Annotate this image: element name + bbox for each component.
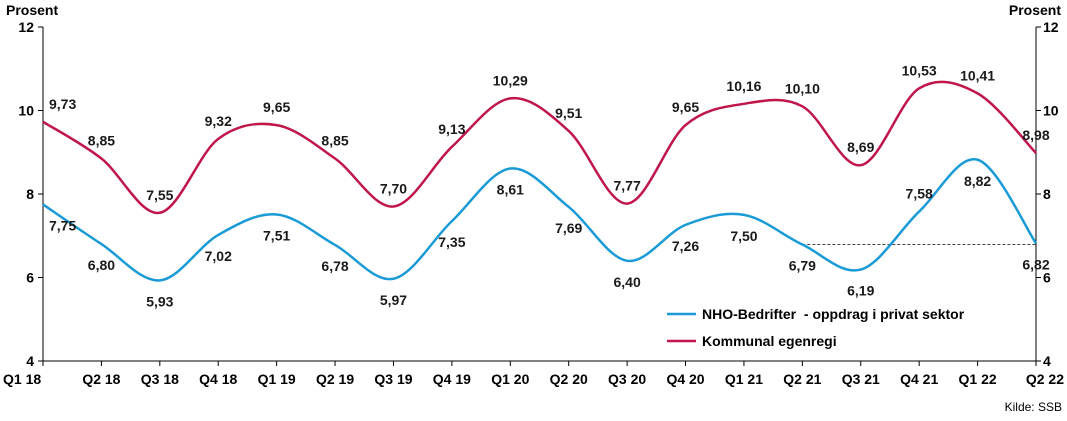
data-label-kommunal: 9,51 — [555, 105, 582, 121]
series-lines — [42, 80, 1038, 282]
x-tick-label: Q4 20 — [666, 371, 704, 387]
x-tick-label: Q1 21 — [725, 371, 763, 387]
x-tick-label: Q4 19 — [433, 371, 471, 387]
data-label-nho: 6,80 — [88, 257, 115, 273]
data-label-nho: 7,26 — [672, 238, 699, 254]
y-tick-label-right: 4 — [1043, 353, 1051, 369]
data-label-nho: 7,02 — [205, 248, 232, 264]
x-tick-label: Q1 20 — [491, 371, 529, 387]
y-tick-label-left: 12 — [18, 19, 34, 35]
data-label-kommunal: 9,65 — [263, 99, 290, 115]
x-tick-label: Q4 18 — [199, 371, 237, 387]
data-label-nho: 7,51 — [263, 227, 290, 243]
data-label-nho: 6,19 — [847, 283, 874, 299]
data-label-kommunal: 8,85 — [321, 133, 348, 149]
axes: 4 4 6 6 8 8 10 10 12 12 Q1 18 Q2 18 Q3 18 Q4 18 Q1 19 Q… — [3, 19, 1064, 387]
y-tick-label-right: 10 — [1043, 103, 1059, 119]
data-label-kommunal: 8,85 — [88, 133, 115, 149]
x-tick-label: Q3 20 — [608, 371, 646, 387]
x-tick-label: Q1 22 — [959, 371, 997, 387]
data-label-kommunal: 9,65 — [672, 99, 699, 115]
x-tick-label: Q2 20 — [550, 371, 588, 387]
data-label-nho: 8,61 — [497, 182, 524, 198]
data-label-nho: 5,97 — [380, 292, 407, 308]
data-label-kommunal: 7,55 — [146, 187, 173, 203]
data-label-kommunal: 7,77 — [613, 178, 640, 194]
y-axis-left-label: Prosent — [6, 2, 58, 18]
data-label-nho: 6,82 — [1022, 256, 1049, 272]
data-label-nho: 6,78 — [321, 258, 348, 274]
data-label-kommunal: 10,10 — [785, 80, 820, 96]
source-note: Kilde: SSB — [1005, 400, 1062, 414]
data-label-kommunal: 9,73 — [49, 96, 76, 112]
y-tick-label-left: 8 — [26, 186, 34, 202]
y-tick-label-left: 6 — [26, 270, 34, 286]
data-labels: 7,75 6,80 5,93 7,02 7,51 6,78 5,97 7,35 8,61 7,69… — [49, 62, 1050, 309]
data-label-nho: 6,79 — [789, 258, 816, 274]
data-label-kommunal: 8,69 — [847, 139, 874, 155]
data-label-nho: 7,75 — [49, 217, 76, 233]
y-tick-label-left: 4 — [26, 353, 34, 369]
legend: NHO-Bedrifter - oppdrag i privat sektor K… — [667, 306, 965, 349]
data-label-kommunal: 10,41 — [960, 67, 995, 83]
legend-label-nho: NHO-Bedrifter - oppdrag i privat sektor — [702, 306, 965, 322]
data-label-nho: 7,69 — [555, 220, 582, 236]
x-tick-label: Q1 18 — [3, 371, 41, 387]
x-tick-label: Q1 19 — [258, 371, 296, 387]
data-label-nho: 6,40 — [613, 274, 640, 290]
x-tick-label: Q2 22 — [1026, 371, 1064, 387]
data-label-nho: 7,50 — [730, 228, 757, 244]
y-tick-label-right: 8 — [1043, 186, 1051, 202]
x-tick-label: Q3 19 — [374, 371, 412, 387]
data-label-nho: 8,82 — [964, 173, 991, 189]
data-label-kommunal: 10,53 — [902, 62, 937, 78]
x-tick-label: Q3 18 — [141, 371, 179, 387]
data-label-kommunal: 8,98 — [1022, 127, 1049, 143]
series-line-kommunal — [42, 80, 1037, 215]
data-label-kommunal: 7,70 — [380, 181, 407, 197]
x-tick-label: Q2 19 — [316, 371, 354, 387]
data-label-nho: 7,58 — [906, 186, 933, 202]
data-label-nho: 7,35 — [438, 234, 465, 250]
data-label-kommunal: 9,32 — [205, 113, 232, 129]
y-tick-label-left: 10 — [18, 103, 34, 119]
data-label-kommunal: 10,29 — [493, 72, 528, 88]
y-tick-label-right: 12 — [1043, 19, 1059, 35]
x-tick-label: Q4 21 — [900, 371, 938, 387]
data-label-nho: 5,93 — [146, 293, 173, 309]
legend-label-kommunal: Kommunal egenregi — [702, 333, 837, 349]
x-tick-label: Q2 18 — [82, 371, 120, 387]
y-tick-label-right: 6 — [1043, 270, 1051, 286]
y-axis-right-label: Prosent — [1009, 2, 1061, 18]
data-label-kommunal: 10,16 — [726, 78, 761, 94]
x-tick-label: Q2 21 — [783, 371, 821, 387]
data-label-kommunal: 9,13 — [438, 121, 465, 137]
x-tick-label: Q3 21 — [842, 371, 880, 387]
series-line-nho — [42, 158, 1038, 282]
